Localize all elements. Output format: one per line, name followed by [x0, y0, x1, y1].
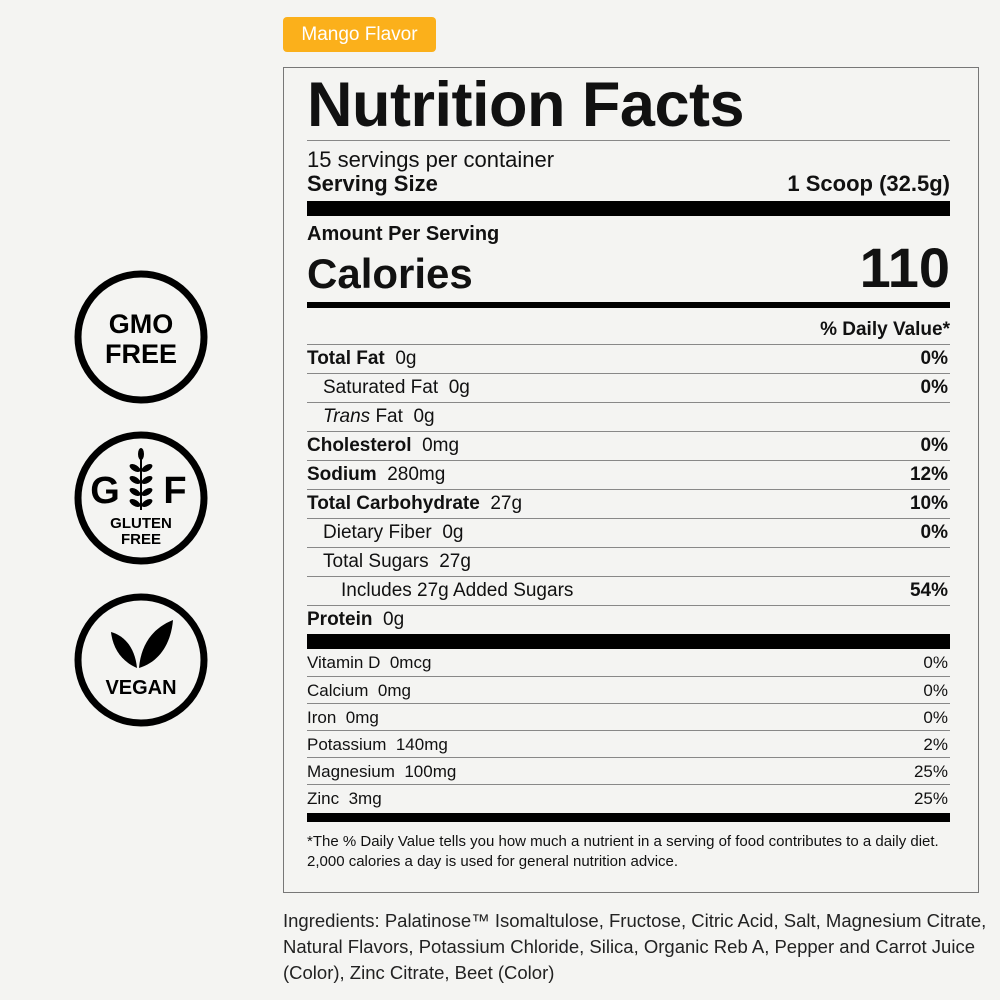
vitamin-amount: 0mg	[345, 708, 379, 727]
label-title: Nutrition Facts	[307, 70, 745, 140]
vitamin-name: Potassium	[307, 735, 387, 754]
amount-per-serving: Amount Per Serving	[307, 223, 500, 245]
nutrient-dv: 12%	[909, 464, 948, 485]
nutrient-dv: 0%	[920, 435, 948, 456]
vitamin-row: Magnesium 100mg 25%	[307, 757, 950, 784]
nutrient-amount: 0g	[395, 348, 417, 369]
nutrient-amount: 0g	[383, 609, 405, 630]
calories-value: 110	[859, 236, 950, 299]
nutrient-dv: 0%	[920, 377, 948, 398]
serving-size-label: Serving Size	[307, 171, 438, 196]
gmo-free-icon: GMO FREE	[74, 270, 208, 404]
nutrient-row: Saturated Fat 0g 0%	[307, 373, 950, 402]
vitamin-dv: 25%	[913, 762, 948, 781]
nutrient-dv: 0%	[920, 348, 948, 369]
vitamin-dv: 25%	[913, 789, 948, 808]
nutrient-dv: 10%	[909, 493, 948, 514]
thick-divider	[307, 201, 950, 216]
nutrient-dv: 54%	[909, 580, 948, 601]
free-text: FREE	[105, 339, 177, 369]
nutrient-row: Sodium 280mg 12%	[307, 460, 950, 489]
flavor-badge: Mango Flavor	[283, 17, 436, 52]
thick-divider	[307, 813, 950, 822]
servings-per-container: 15 servings per container	[307, 147, 555, 172]
nutrient-amount: 0mg	[422, 435, 460, 456]
vitamin-name: Iron	[307, 708, 337, 727]
vitamin-name: Vitamin D	[307, 653, 381, 672]
gluten-free-icon: G F GLUTEN FREE	[74, 431, 208, 565]
nutrient-row: Total Carbohydrate 27g 10%	[307, 489, 950, 518]
vitamin-name: Zinc	[307, 789, 340, 808]
nutrient-name: Dietary Fiber	[323, 522, 432, 543]
footnote: *The % Daily Value tells you how much a …	[307, 833, 939, 870]
vitamin-dv: 0%	[923, 653, 948, 672]
daily-value-header: % Daily Value*	[820, 319, 950, 340]
nutrient-row: Includes 27g Added Sugars 54%	[307, 576, 950, 605]
f-letter: F	[163, 470, 186, 512]
vitamin-row: Potassium 140mg 2%	[307, 730, 950, 757]
ingredients: Ingredients: Palatinose™ Isomaltulose, F…	[283, 910, 987, 983]
nutrient-row: Total Sugars 27g	[307, 547, 950, 576]
leaves-icon	[111, 620, 173, 668]
nutrient-name: Total Carbohydrate	[307, 493, 480, 514]
nutrient-name: Saturated Fat	[323, 377, 439, 398]
nutrient-amount: 27g	[439, 551, 471, 572]
vitamin-dv: 2%	[923, 735, 948, 754]
vegan-text: VEGAN	[105, 677, 176, 699]
vitamin-name: Calcium	[307, 681, 369, 700]
nutrient-amount: 280mg	[387, 464, 446, 485]
nutrient-name: Total Fat	[307, 348, 385, 369]
vitamin-name: Magnesium	[307, 762, 395, 781]
nutrient-amount: 0g	[442, 522, 464, 543]
nutrient-row: Dietary Fiber 0g 0%	[307, 518, 950, 547]
nutrient-row: Total Fat 0g 0%	[307, 344, 950, 373]
vitamin-row: Iron 0mg 0%	[307, 703, 950, 730]
nutrient-row: Cholesterol 0mg 0%	[307, 431, 950, 460]
vitamin-dv: 0%	[923, 708, 948, 727]
free-text: FREE	[121, 531, 161, 548]
medium-divider	[307, 302, 950, 308]
vegan-icon: VEGAN	[74, 593, 208, 727]
thick-divider	[307, 634, 950, 649]
g-letter: G	[90, 470, 120, 512]
nutrition-facts-label: Nutrition Facts 15 servings per containe…	[283, 67, 979, 893]
calories-label: Calories	[307, 250, 473, 297]
vitamin-amount: 140mg	[395, 735, 448, 754]
wheat-icon	[129, 448, 153, 510]
nutrient-name: Cholesterol	[307, 435, 412, 456]
vitamin-amount: 100mg	[404, 762, 457, 781]
nutrient-row: Protein 0g	[307, 605, 950, 634]
vitamin-amount: 0mg	[377, 681, 411, 700]
gluten-text: GLUTEN	[110, 515, 172, 532]
vitamin-row: Vitamin D 0mcg 0%	[307, 649, 950, 676]
nutrient-dv: 0%	[920, 522, 948, 543]
vitamin-row: Zinc 3mg 25%	[307, 784, 950, 811]
nutrient-name: Protein	[307, 609, 373, 630]
nutrient-amount: 0g	[413, 406, 435, 427]
gmo-text: GMO	[109, 309, 174, 339]
nutrient-amount: 27g	[490, 493, 523, 514]
nutrient-name: Trans	[323, 406, 371, 427]
serving-size-value: 1 Scoop (32.5g)	[787, 171, 950, 196]
vitamin-amount: 3mg	[348, 789, 382, 808]
nutrient-row: Trans Fat 0g	[307, 402, 950, 431]
nutrient-name: Total Sugars	[323, 551, 429, 572]
nutrient-name: Includes 27g Added Sugars	[341, 580, 574, 601]
nutrient-name: Sodium	[307, 464, 377, 485]
nutrient-amount: 0g	[448, 377, 470, 398]
vitamin-row: Calcium 0mg 0%	[307, 676, 950, 703]
vitamin-dv: 0%	[923, 681, 948, 700]
vitamin-amount: 0mcg	[389, 653, 432, 672]
